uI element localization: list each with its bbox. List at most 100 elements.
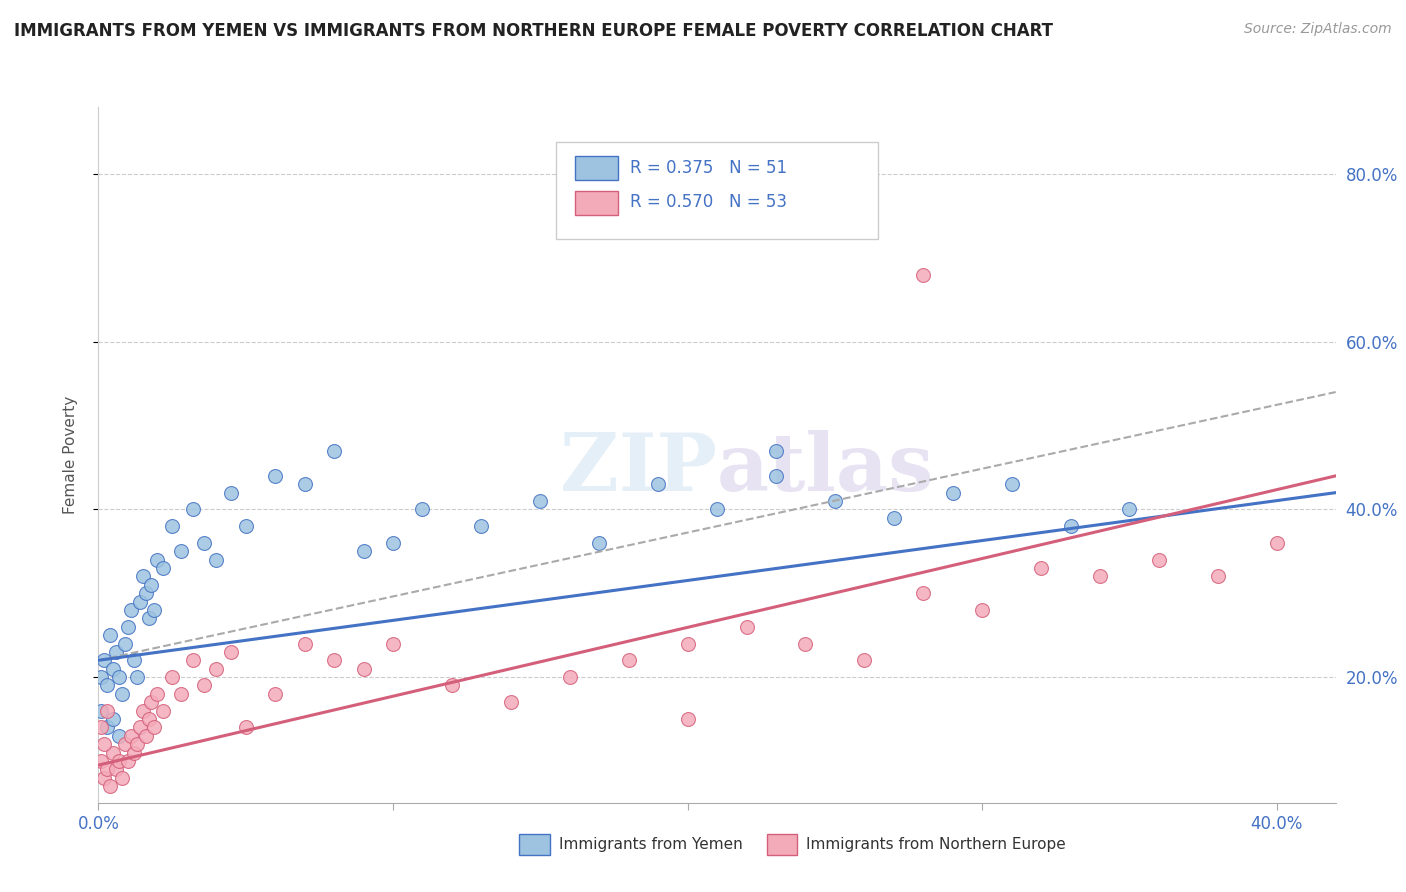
- Point: [382, 536, 405, 550]
- Point: [98, 628, 121, 642]
- Point: [125, 737, 148, 751]
- Point: [93, 653, 115, 667]
- Point: [108, 670, 131, 684]
- Point: [93, 771, 115, 785]
- Point: [96, 678, 118, 692]
- Point: [1118, 502, 1140, 516]
- Point: [138, 712, 160, 726]
- Point: [122, 746, 145, 760]
- Point: [105, 762, 128, 776]
- Point: [853, 653, 876, 667]
- Point: [883, 510, 905, 524]
- Point: [170, 687, 193, 701]
- Point: [1029, 561, 1052, 575]
- Point: [765, 443, 787, 458]
- Point: [912, 586, 935, 600]
- Point: [706, 502, 728, 516]
- Text: R = 0.375   N = 51: R = 0.375 N = 51: [630, 159, 787, 177]
- Text: IMMIGRANTS FROM YEMEN VS IMMIGRANTS FROM NORTHERN EUROPE FEMALE POVERTY CORRELAT: IMMIGRANTS FROM YEMEN VS IMMIGRANTS FROM…: [14, 22, 1053, 40]
- Point: [235, 519, 257, 533]
- Point: [146, 552, 169, 566]
- Point: [264, 687, 287, 701]
- Point: [558, 670, 581, 684]
- Bar: [519, 834, 550, 855]
- Point: [114, 737, 136, 751]
- Point: [1265, 536, 1288, 550]
- Text: R = 0.570   N = 53: R = 0.570 N = 53: [630, 194, 787, 211]
- Point: [101, 712, 124, 726]
- Point: [1001, 477, 1024, 491]
- Point: [1206, 569, 1229, 583]
- Point: [440, 678, 463, 692]
- Point: [111, 771, 134, 785]
- Bar: [557, 142, 877, 239]
- Point: [411, 502, 433, 516]
- Point: [794, 636, 817, 650]
- Point: [152, 561, 174, 575]
- Point: [96, 720, 118, 734]
- Point: [143, 720, 166, 734]
- Point: [235, 720, 257, 734]
- Point: [294, 636, 316, 650]
- Point: [942, 485, 965, 500]
- Point: [152, 704, 174, 718]
- Point: [735, 620, 758, 634]
- Point: [101, 746, 124, 760]
- Point: [323, 653, 346, 667]
- Point: [141, 578, 163, 592]
- Point: [181, 502, 204, 516]
- Point: [160, 670, 183, 684]
- Text: atlas: atlas: [717, 430, 935, 508]
- Point: [353, 662, 375, 676]
- Text: Immigrants from Yemen: Immigrants from Yemen: [558, 837, 742, 852]
- Point: [205, 662, 228, 676]
- Point: [1088, 569, 1111, 583]
- Text: Immigrants from Northern Europe: Immigrants from Northern Europe: [806, 837, 1066, 852]
- Point: [181, 653, 204, 667]
- Point: [135, 586, 157, 600]
- Point: [98, 779, 121, 793]
- Point: [529, 494, 551, 508]
- Point: [114, 636, 136, 650]
- Point: [111, 687, 134, 701]
- Point: [146, 687, 169, 701]
- Point: [120, 729, 142, 743]
- Point: [499, 695, 522, 709]
- Point: [972, 603, 994, 617]
- Point: [617, 653, 640, 667]
- Point: [647, 477, 669, 491]
- Point: [131, 569, 153, 583]
- Point: [219, 485, 242, 500]
- Point: [912, 268, 935, 282]
- Point: [90, 754, 112, 768]
- Bar: [575, 156, 619, 180]
- Point: [193, 536, 215, 550]
- Point: [138, 611, 160, 625]
- Point: [205, 552, 228, 566]
- Point: [470, 519, 492, 533]
- Point: [824, 494, 846, 508]
- Point: [382, 636, 405, 650]
- Text: Source: ZipAtlas.com: Source: ZipAtlas.com: [1244, 22, 1392, 37]
- Point: [141, 695, 163, 709]
- Point: [135, 729, 157, 743]
- Bar: [575, 191, 619, 215]
- Point: [105, 645, 128, 659]
- Point: [128, 594, 150, 608]
- Point: [90, 670, 112, 684]
- Point: [117, 754, 139, 768]
- Point: [323, 443, 346, 458]
- Point: [101, 662, 124, 676]
- Bar: [766, 834, 797, 855]
- Y-axis label: Female Poverty: Female Poverty: [63, 396, 77, 514]
- Point: [128, 720, 150, 734]
- Point: [131, 704, 153, 718]
- Point: [143, 603, 166, 617]
- Text: ZIP: ZIP: [560, 430, 717, 508]
- Point: [90, 704, 112, 718]
- Point: [170, 544, 193, 558]
- Point: [160, 519, 183, 533]
- Point: [264, 468, 287, 483]
- Point: [1147, 552, 1170, 566]
- Point: [122, 653, 145, 667]
